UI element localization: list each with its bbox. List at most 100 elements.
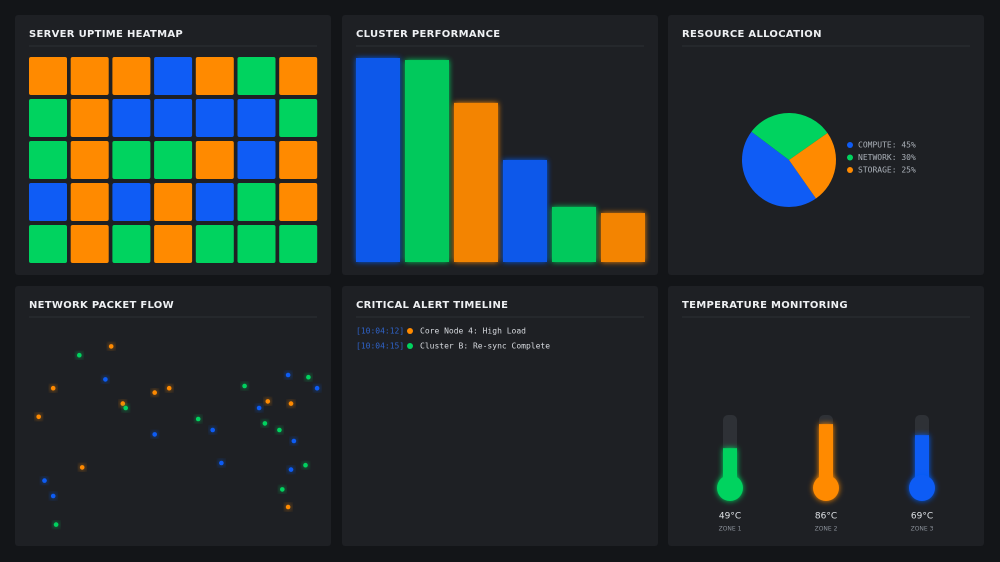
alert-dot (407, 343, 413, 349)
heatmap-cell (70, 183, 109, 221)
panel-title: SERVER UPTIME HEATMAP (29, 29, 183, 40)
thermo-bulb (909, 475, 935, 501)
heatmap-cell (112, 57, 151, 95)
heatmap-cell (237, 225, 276, 263)
heatmap-cell (29, 57, 67, 95)
heatmap-cell (70, 141, 109, 179)
thermo-bulb (813, 475, 839, 501)
packet (242, 383, 247, 389)
bar (356, 58, 400, 262)
bar (503, 160, 547, 262)
legend-swatch (847, 167, 853, 173)
heatmap-cell (70, 99, 109, 137)
legend-swatch (847, 142, 853, 148)
legend-swatch (847, 154, 853, 161)
packet (219, 460, 224, 466)
heatmap-cell (29, 141, 67, 179)
packet (288, 401, 294, 406)
packet (277, 427, 282, 433)
packet (50, 493, 56, 499)
panel (342, 286, 658, 546)
heatmap-cell (154, 57, 193, 95)
heatmap-cell (237, 57, 276, 95)
panel (15, 286, 331, 546)
packet (103, 377, 108, 382)
heatmap-cell (112, 183, 151, 221)
packet (291, 438, 297, 444)
heatmap-cell (195, 183, 234, 221)
panel-title: TEMPERATURE MONITORING (682, 300, 848, 311)
packet (210, 427, 215, 433)
thermo-bulb (717, 475, 743, 501)
heatmap-cell (279, 183, 318, 221)
packet (120, 401, 126, 406)
packet (285, 372, 291, 378)
packet (166, 385, 172, 391)
heatmap-cell (29, 183, 67, 221)
packet (123, 405, 128, 411)
packet (36, 414, 41, 420)
packet (265, 399, 271, 404)
heatmap-cell (195, 225, 234, 263)
zone-label: ZONE 1 (719, 526, 742, 533)
pie-slice (742, 131, 816, 207)
legend-label: COMPUTE: 45% (858, 141, 916, 150)
panel-title: RESOURCE ALLOCATION (682, 29, 822, 40)
heatmap-cell (112, 99, 151, 137)
packet (50, 385, 56, 391)
packet (152, 390, 157, 395)
packet (79, 465, 85, 470)
zone-label: ZONE 2 (815, 526, 838, 533)
heatmap-cell (112, 225, 151, 263)
temp-label: 49°C (719, 512, 741, 522)
temp-label: 86°C (815, 512, 837, 522)
packet (256, 405, 262, 411)
packet (285, 504, 291, 510)
packet (288, 467, 294, 472)
packet (314, 385, 320, 391)
heatmap-cell (237, 141, 276, 179)
heatmap-cell (279, 141, 318, 179)
heatmap-cell (29, 99, 67, 137)
heatmap-cell (237, 99, 276, 137)
packet (42, 478, 47, 483)
heatmap-cell (195, 99, 234, 137)
heatmap-cell (154, 141, 193, 179)
panel-title: NETWORK PACKET FLOW (29, 300, 174, 311)
heatmap-cell (195, 141, 234, 179)
zone-label: ZONE 3 (911, 526, 934, 533)
heatmap-cell (154, 225, 193, 263)
packet (195, 416, 201, 422)
heatmap-cell (195, 57, 234, 95)
heatmap-cell (279, 99, 318, 137)
packet (53, 522, 59, 527)
heatmap-cell (70, 57, 109, 95)
bar (454, 102, 498, 262)
temp-label: 69°C (911, 512, 933, 522)
alert-text: Core Node 4: High Load (420, 327, 526, 336)
panel-title: CRITICAL ALERT TIMELINE (356, 300, 508, 311)
alert-text: Cluster B: Re-sync Complete (420, 342, 550, 351)
heatmap-cell (29, 225, 67, 263)
heatmap-cell (237, 183, 276, 221)
pie-slice (751, 113, 828, 160)
packet (108, 344, 114, 349)
packet (77, 352, 82, 358)
packet (303, 462, 308, 468)
bar (405, 60, 449, 262)
alert-time: [10:04:12] (356, 327, 404, 336)
heatmap-cell (112, 141, 151, 179)
panel-title: CLUSTER PERFORMANCE (356, 29, 500, 40)
legend-label: STORAGE: 25% (858, 166, 916, 175)
packet (152, 432, 157, 437)
pie-slice (789, 133, 836, 199)
bar (552, 206, 596, 262)
bar (601, 213, 645, 262)
thermo-fill (819, 424, 833, 488)
packet (262, 421, 268, 426)
alert-time: [10:04:15] (356, 342, 404, 351)
heatmap-cell (154, 99, 193, 137)
heatmap-cell (279, 57, 318, 95)
